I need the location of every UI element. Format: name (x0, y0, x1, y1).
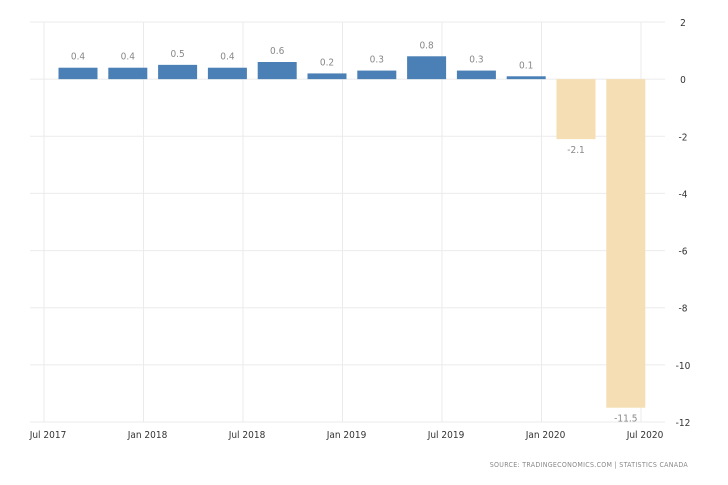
bar (207, 67, 247, 80)
y-tick-label: 2 (680, 18, 686, 29)
y-tick-label: -2 (679, 132, 688, 143)
x-tick-label: Jan 2018 (127, 430, 168, 441)
bar (556, 79, 596, 140)
bar (456, 70, 496, 80)
data-label: 0.4 (71, 52, 86, 63)
data-label: -11.5 (614, 414, 637, 425)
data-label: 0.2 (320, 57, 334, 68)
y-tick-label: 0 (680, 75, 686, 86)
x-tick-label: Jul 2017 (29, 430, 67, 441)
y-tick-label: -6 (679, 247, 688, 258)
data-label: 0.4 (121, 52, 136, 63)
bar (158, 64, 198, 80)
x-tick-label: Jul 2020 (626, 430, 664, 441)
data-label: 0.6 (270, 46, 285, 57)
data-label: -2.1 (567, 145, 585, 156)
x-tick-label: Jan 2019 (326, 430, 367, 441)
bar (307, 73, 347, 80)
data-label: 0.3 (370, 55, 384, 66)
bar (506, 76, 546, 80)
bar (257, 62, 297, 80)
data-label: 0.1 (519, 60, 533, 71)
data-label: 0.4 (220, 52, 235, 63)
bar (58, 67, 98, 80)
y-tick-label: -8 (679, 304, 688, 315)
data-label: 0.3 (469, 55, 483, 66)
bar (606, 79, 646, 408)
source-note: SOURCE: TRADINGECONOMICS.COM | STATISTIC… (489, 461, 688, 469)
y-tick-label: -4 (679, 189, 688, 200)
bar (357, 70, 397, 80)
y-tick-label: -12 (676, 418, 691, 429)
bar (108, 67, 148, 80)
data-label: 0.8 (419, 40, 434, 51)
x-tick-label: Jan 2020 (525, 430, 566, 441)
data-label: 0.5 (170, 49, 184, 60)
bar (407, 56, 447, 80)
x-tick-label: Jul 2018 (228, 430, 266, 441)
x-tick-label: Jul 2019 (427, 430, 465, 441)
y-tick-label: -10 (676, 361, 691, 372)
